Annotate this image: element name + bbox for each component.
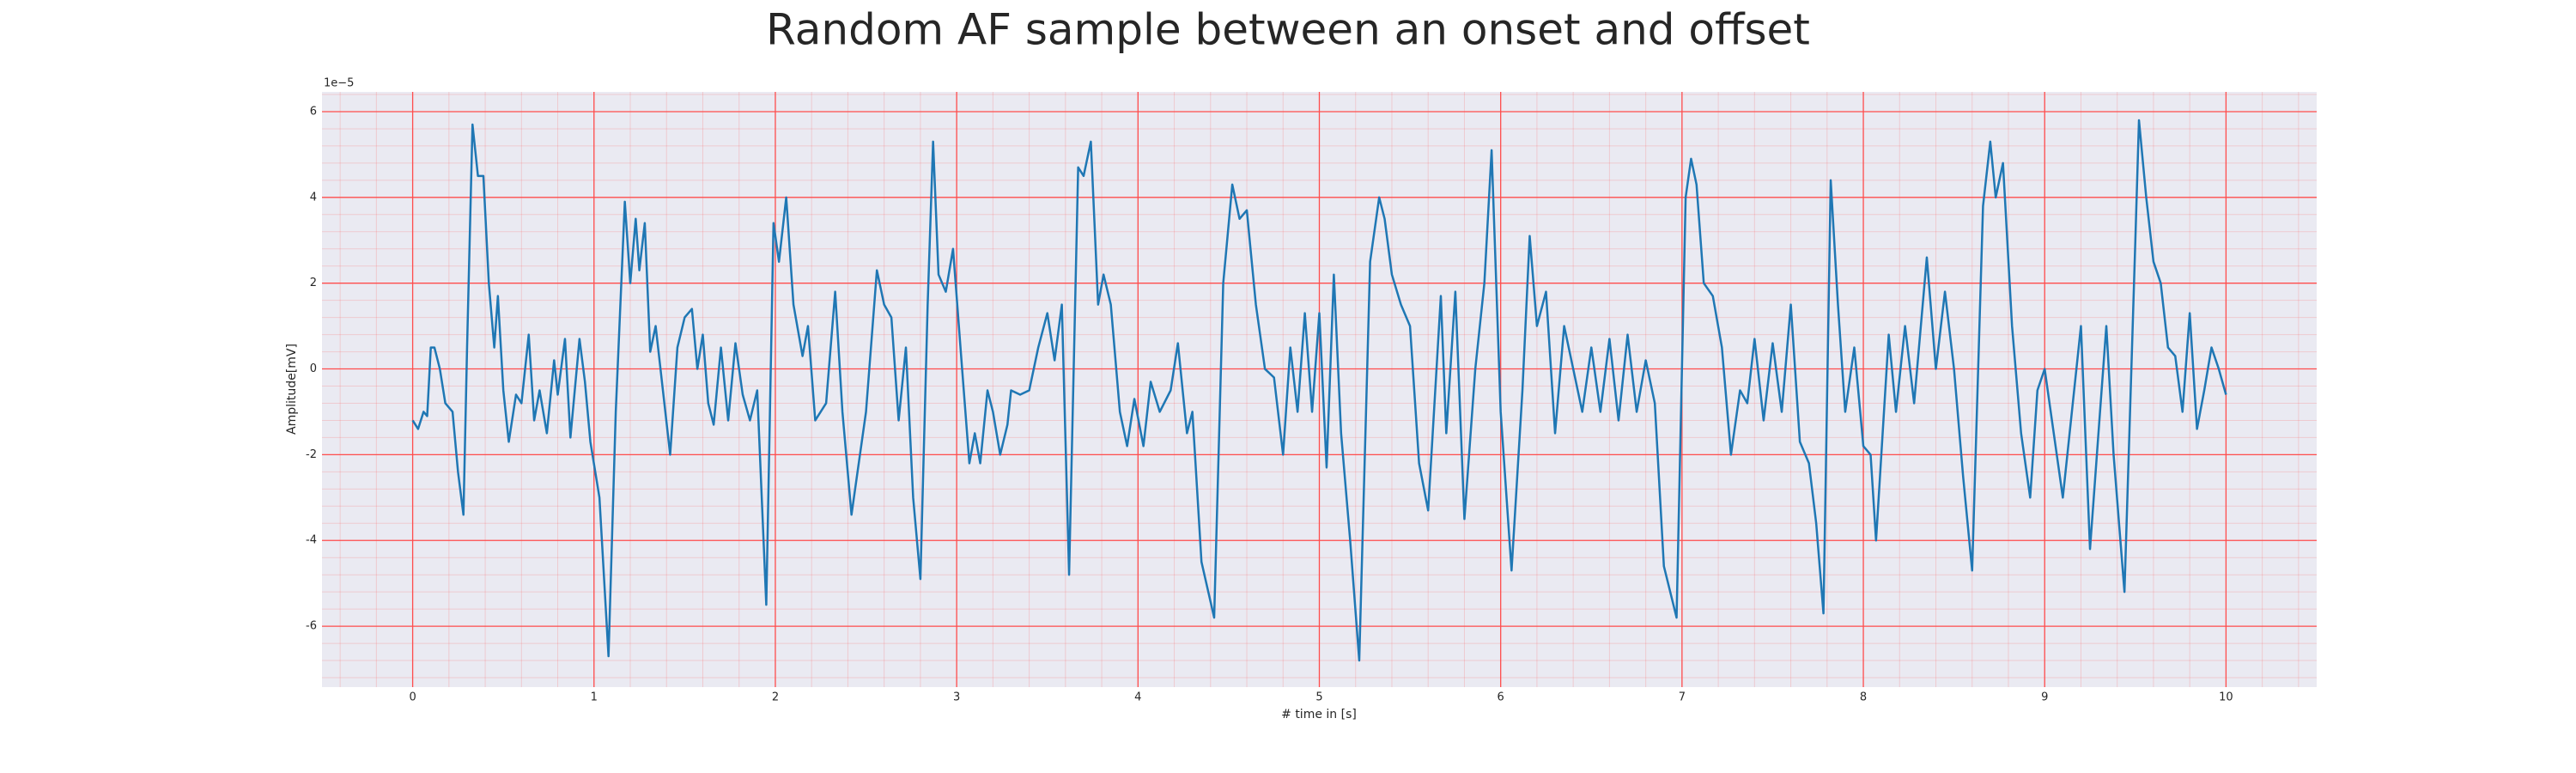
y-offset-label: 1e−5 [324, 77, 354, 90]
y-tick-label: 2 [310, 277, 317, 289]
y-axis-label: Amplitude[mV] [285, 344, 299, 435]
x-tick-label: 7 [1679, 691, 1686, 704]
y-tick-label: -4 [306, 534, 317, 547]
x-tick-label: 1 [591, 691, 598, 704]
x-tick-label: 0 [409, 691, 416, 704]
x-tick-label: 3 [953, 691, 960, 704]
y-tick-label: -2 [306, 448, 317, 461]
x-tick-label: 6 [1498, 691, 1504, 704]
y-tick-label: 4 [310, 191, 317, 204]
chart-title: Random AF sample between an onset and of… [766, 5, 1810, 55]
x-tick-label: 4 [1134, 691, 1141, 704]
y-tick-label: 6 [310, 105, 317, 118]
line-series [411, 119, 2227, 662]
x-tick-label: 9 [2041, 691, 2048, 704]
x-tick-label: 5 [1315, 691, 1322, 704]
x-tick-label: 8 [1860, 691, 1867, 704]
y-tick-label: 0 [310, 362, 317, 375]
x-tick-label: 2 [772, 691, 779, 704]
x-axis-label: # time in [s] [1281, 708, 1357, 721]
x-tick-label: 10 [2219, 691, 2233, 704]
y-tick-label: -6 [306, 620, 317, 633]
